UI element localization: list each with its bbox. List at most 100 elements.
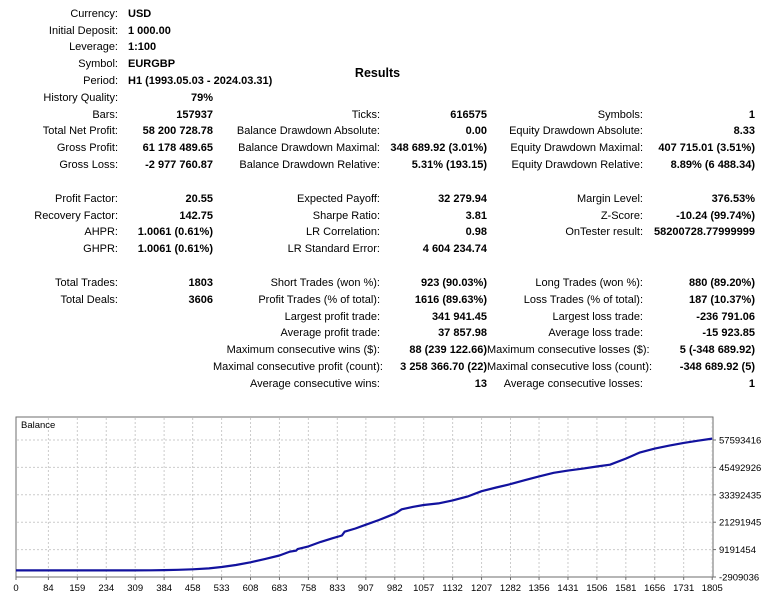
stats-section: Total Trades: 1803 Short Trades (won %): 92… xyxy=(0,275,757,393)
stats-row: AHPR: 1.0061 (0.61%) LR Correlation: 0.98 On… xyxy=(0,225,757,242)
x-axis-label: 234 xyxy=(98,583,114,594)
balance-line xyxy=(16,437,713,572)
chart-plot-area xyxy=(15,416,714,578)
stats-row: Initial Deposit: 1 000.00 xyxy=(0,23,757,40)
balance-chart: 57593416 45492926 33392435 21291945 9191454 -… xyxy=(13,416,761,594)
x-axis-label: 1581 xyxy=(615,583,636,594)
stat-value: 5.31% (193.15) xyxy=(411,159,487,172)
stat-value: 1 xyxy=(748,108,755,121)
stat-label: Equity Drawdown Relative: xyxy=(511,159,643,172)
stat-label: Profit Factor: xyxy=(55,192,118,205)
stat-value: USD xyxy=(128,7,152,20)
stats-row: Period: H1 (1993.05.03 - 2024.03.31) xyxy=(0,73,757,90)
stats-row: Largest profit trade: 341 941.45 Largest l… xyxy=(0,309,757,326)
stat-label: Sharpe Ratio: xyxy=(312,209,380,222)
stat-value: 32 279.94 xyxy=(438,192,487,205)
x-axis-label: 1132 xyxy=(442,583,462,594)
x-axis-label: 907 xyxy=(358,583,374,594)
stats-row: Average consecutive wins: 13 Average conse… xyxy=(0,376,757,393)
stat-label: Maximal consecutive loss (count): xyxy=(487,361,653,374)
x-axis-label: 533 xyxy=(214,583,230,594)
stat-label: Maximal consecutive profit (count): xyxy=(213,361,383,374)
y-axis-label: 21291945 xyxy=(719,518,761,529)
stat-value: 58 200 728.78 xyxy=(142,125,213,138)
stat-value: 1.0061 (0.61%) xyxy=(137,243,213,256)
stat-label: Long Trades (won %): xyxy=(535,277,643,290)
stat-label: GHPR: xyxy=(83,243,118,256)
stat-label: Ticks: xyxy=(351,108,380,121)
stats-row: Total Deals: 3606 Profit Trades (% of tota… xyxy=(0,292,757,309)
stat-label: Average consecutive wins: xyxy=(249,377,380,390)
x-axis-label: 1431 xyxy=(557,583,578,594)
stat-value: 4 604 234.74 xyxy=(422,243,487,256)
stat-label: Total Deals: xyxy=(60,293,118,306)
stat-label: LR Standard Error: xyxy=(287,243,380,256)
stat-label: Z-Score: xyxy=(600,209,643,222)
x-axis-label: 1805 xyxy=(702,583,723,594)
stat-label: Equity Drawdown Absolute: xyxy=(509,125,643,138)
stat-value: 58200728.77999999 xyxy=(654,226,755,239)
x-axis-label: 1656 xyxy=(644,583,665,594)
stat-label: OnTester result: xyxy=(565,226,643,239)
x-axis-label: 309 xyxy=(127,583,143,594)
stat-value: -10.24 (99.74%) xyxy=(676,209,755,222)
stat-label: Balance Drawdown Absolute: xyxy=(236,125,380,138)
stat-value: 5 (-348 689.92) xyxy=(679,344,755,357)
stat-label: Margin Level: xyxy=(576,192,643,205)
stat-label: Balance Drawdown Relative: xyxy=(239,159,380,172)
results-heading: Results xyxy=(354,66,401,80)
x-axis-label: 683 xyxy=(272,583,288,594)
stats-row: Currency: USD xyxy=(0,6,757,23)
stat-value: 8.33 xyxy=(733,125,755,138)
x-axis-label: 833 xyxy=(329,583,345,594)
stat-label: Currency: xyxy=(70,7,118,20)
stat-label: Short Trades (won %): xyxy=(270,277,380,290)
x-axis-label: 1207 xyxy=(471,583,492,594)
y-axis-label: 45492926 xyxy=(719,463,761,474)
chart-title: Balance xyxy=(21,420,55,431)
stat-value: 142.75 xyxy=(179,209,213,222)
stat-value: 1803 xyxy=(188,277,213,290)
stat-label: Recovery Factor: xyxy=(34,209,118,222)
stat-value: 20.55 xyxy=(185,192,213,205)
stat-label: Loss Trades (% of total): xyxy=(523,293,643,306)
stat-label: Total Net Profit: xyxy=(42,125,118,138)
stat-value: 3 258 366.70 (22) xyxy=(400,361,487,374)
x-axis-label: 384 xyxy=(156,583,172,594)
stat-value: 1.0061 (0.61%) xyxy=(137,226,213,239)
stat-value: 79% xyxy=(190,91,213,104)
statistics-table: Currency: USD Initial Deposit: 1 000.00 Leve… xyxy=(0,6,757,393)
stat-label: Initial Deposit: xyxy=(48,24,118,37)
y-axis-label: -2909036 xyxy=(719,573,759,584)
x-axis-label: 159 xyxy=(69,583,85,594)
stat-value: 8.89% (6 488.34) xyxy=(670,159,755,172)
stat-label: Maximum consecutive wins ($): xyxy=(226,344,380,357)
x-axis-label: 982 xyxy=(387,583,403,594)
x-axis-label: 0 xyxy=(13,583,18,594)
stat-label: Average consecutive losses: xyxy=(503,377,643,390)
stats-row: Average profit trade: 37 857.98 Average lo… xyxy=(0,326,757,343)
stat-label: Gross Profit: xyxy=(56,142,118,155)
stat-value: 616575 xyxy=(450,108,487,121)
stats-row: Maximum consecutive wins ($): 88 (239 122… xyxy=(0,342,757,359)
stats-row: Total Trades: 1803 Short Trades (won %): 92… xyxy=(0,275,757,292)
x-axis-label: 1356 xyxy=(528,583,549,594)
x-axis-label: 84 xyxy=(43,583,54,594)
stat-value: 61 178 489.65 xyxy=(142,142,213,155)
stats-row: Gross Profit: 61 178 489.65 Balance Drawdo… xyxy=(0,140,757,157)
stat-value: -15 923.85 xyxy=(702,327,755,340)
y-axis-label: 57593416 xyxy=(719,436,761,447)
stat-value: 1616 (89.63%) xyxy=(414,293,487,306)
stat-value: EURGBP xyxy=(128,58,176,71)
stat-label: Balance Drawdown Maximal: xyxy=(238,142,380,155)
stat-label: LR Correlation: xyxy=(306,226,380,239)
y-axis-label: 33392435 xyxy=(719,490,761,501)
stat-label: Maximum consecutive losses ($): xyxy=(487,344,650,357)
stats-row: GHPR: 1.0061 (0.61%) LR Standard Error: 4 6… xyxy=(0,241,757,258)
stat-value: 407 715.01 (3.51%) xyxy=(658,142,755,155)
stat-value: 0.00 xyxy=(465,125,487,138)
stats-row: Symbol: EURGBP xyxy=(0,56,757,73)
stat-value: 1:100 xyxy=(128,41,157,54)
stat-value: -2 977 760.87 xyxy=(145,159,213,172)
stat-label: Total Trades: xyxy=(55,277,118,290)
